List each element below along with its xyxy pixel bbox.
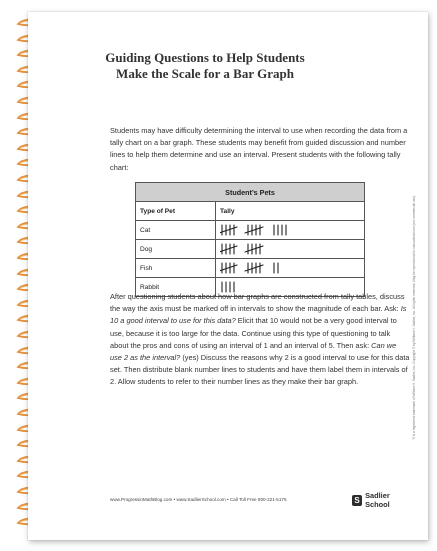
tally-cell — [215, 258, 365, 278]
table-row: Fish — [135, 258, 365, 278]
sadlier-logo: S Sadlier School — [352, 491, 412, 509]
title-line-2: Make the Scale for a Bar Graph — [116, 66, 294, 81]
logo-text: Sadlier School — [365, 491, 390, 509]
tally-cell — [215, 239, 365, 259]
discussion-text-2: Elicit that 10 would not be a very good … — [110, 316, 397, 350]
tally-mark — [220, 245, 238, 253]
question-interval-2: Can we use 2 as the interval? — [110, 340, 397, 363]
tally-table: Student’s Pets Type of Pet Tally Cat Dog F… — [135, 182, 365, 297]
tally-marks — [220, 262, 279, 274]
table-row: Cat — [135, 220, 365, 240]
discussion-paragraph: After questioning students about how bar… — [110, 291, 410, 389]
tally-mark — [220, 226, 238, 234]
discussion-text-3: (yes) Discuss the reasons why 2 is a goo… — [110, 353, 410, 387]
footer-links: www.ProgressinMathBlog.com • www.Sadlier… — [110, 497, 287, 502]
tally-marks — [220, 243, 264, 255]
worksheet-title: Guiding Questions to Help Students Make … — [60, 50, 350, 82]
tally-mark — [244, 226, 264, 234]
tally-cell — [215, 220, 365, 240]
table-row: Rabbit — [135, 277, 365, 297]
tally-marks — [220, 224, 287, 236]
column-header-tally: Tally — [215, 201, 365, 221]
tally-mark — [244, 245, 264, 253]
question-interval-10: Is 10 a good interval to use for this da… — [110, 304, 407, 326]
pet-type-cell: Dog — [135, 239, 216, 259]
logo-mark-icon: S — [352, 494, 363, 506]
copyright-text: ® is a registered trademark of William H… — [412, 195, 416, 440]
title-line-1: Guiding Questions to Help Students — [105, 50, 305, 65]
pet-type-cell: Fish — [135, 258, 216, 278]
copyright-side-note: ® is a registered trademark of William H… — [412, 195, 420, 515]
table-row: Dog — [135, 239, 365, 259]
tally-mark — [244, 264, 264, 272]
column-header-type: Type of Pet — [135, 201, 216, 221]
discussion-text-1: After questioning students about how bar… — [110, 292, 405, 314]
tally-mark — [220, 264, 238, 272]
intro-paragraph: Students may have difficulty determining… — [110, 126, 408, 172]
tally-marks — [221, 281, 235, 293]
table-caption: Student’s Pets — [135, 182, 365, 202]
pet-type-cell: Cat — [135, 220, 216, 240]
tally-cell — [215, 277, 365, 297]
pet-type-cell: Rabbit — [135, 277, 216, 297]
